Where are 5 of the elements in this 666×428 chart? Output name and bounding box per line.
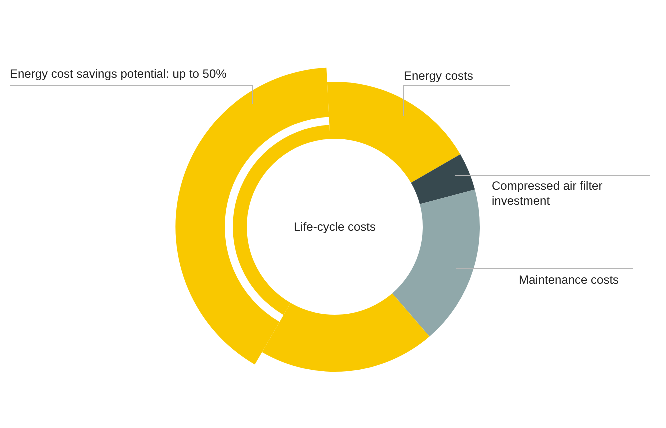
slice-label: Energy cost savings potential: up to 50%: [10, 67, 228, 81]
slice-label: Compressed air filter investment: [492, 179, 603, 208]
text: Life-cycle costs: [294, 220, 376, 234]
slice-label: Energy costs: [404, 69, 474, 83]
slice-label: Maintenance costs: [519, 273, 620, 287]
